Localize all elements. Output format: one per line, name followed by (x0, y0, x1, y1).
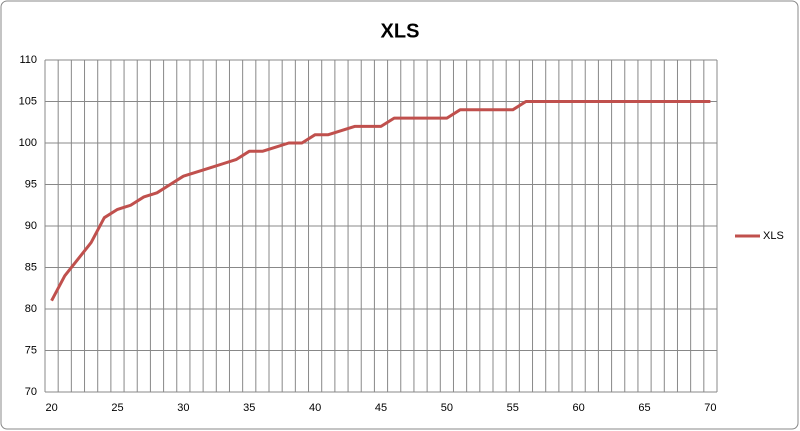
x-tick-label: 65 (638, 402, 650, 414)
x-tick-label: 40 (309, 402, 321, 414)
legend-label: XLS (763, 230, 784, 242)
series-line (50, 100, 711, 302)
y-tick-label: 80 (25, 303, 37, 315)
x-tick-label: 20 (45, 402, 57, 414)
chart-title: XLS (381, 20, 420, 42)
x-tick-label: 35 (243, 402, 255, 414)
x-tick-label: 60 (573, 402, 585, 414)
x-tick-label: 25 (111, 402, 123, 414)
y-tick-label: 90 (25, 220, 37, 232)
y-tick-label: 95 (25, 178, 37, 190)
x-tick-label: 70 (704, 402, 716, 414)
x-tick-label: 55 (507, 402, 519, 414)
x-tick-label: 45 (375, 402, 387, 414)
y-tick-label: 70 (25, 386, 37, 398)
y-tick-label: 100 (19, 137, 37, 149)
x-tick-label: 50 (441, 402, 453, 414)
y-tick-label: 110 (19, 54, 37, 66)
y-tick-label: 75 (25, 344, 37, 356)
y-tick-label: 105 (19, 95, 37, 107)
y-tick-label: 85 (25, 261, 37, 273)
x-tick-label: 30 (177, 402, 189, 414)
